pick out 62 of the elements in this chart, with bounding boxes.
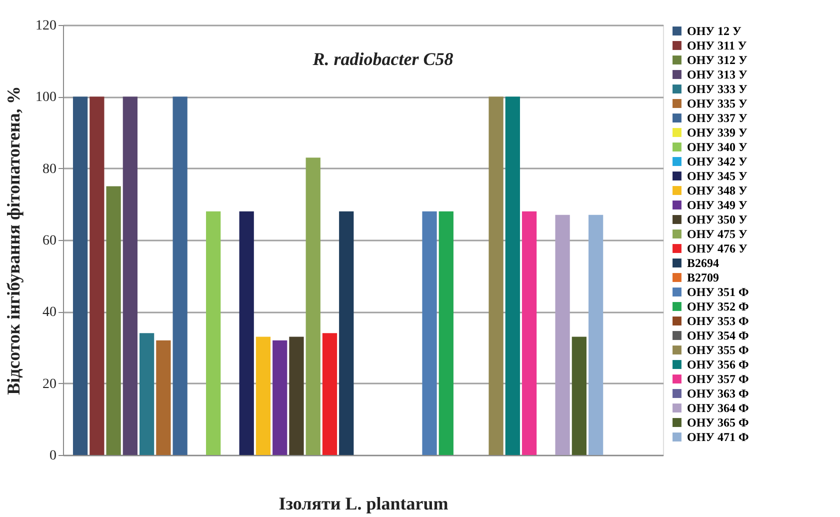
bar	[106, 186, 121, 455]
bar	[588, 214, 604, 455]
bar	[139, 333, 154, 455]
legend-label: ОНУ 351 Ф	[687, 285, 749, 299]
bar	[438, 211, 454, 455]
legend-label: ОНУ 12 У	[687, 24, 742, 38]
legend-label: ОНУ 364 Ф	[687, 401, 749, 415]
legend-label: ОНУ 345 У	[687, 169, 748, 183]
legend-label: ОНУ 311 У	[687, 38, 747, 52]
legend-label: ОНУ 312 У	[687, 53, 748, 67]
legend-label: ОНУ 363 Ф	[687, 386, 749, 400]
legend-label: ОНУ 354 Ф	[687, 328, 749, 342]
legend-label: ОНУ 349 У	[687, 198, 748, 212]
y-tick-label: 0	[50, 448, 56, 464]
bar	[256, 336, 271, 455]
legend-label: ОНУ 350 У	[687, 212, 748, 226]
x-axis-title: Ізоляти L. plantarum	[278, 494, 448, 514]
bar	[172, 96, 188, 455]
bar	[272, 340, 288, 455]
legend-label: ОНУ 475 У	[687, 227, 748, 241]
bar	[555, 214, 570, 455]
bar	[322, 333, 338, 455]
bar	[239, 211, 254, 455]
legend-label: ОНУ 348 У	[687, 184, 748, 198]
bar	[122, 96, 138, 455]
bar	[90, 96, 104, 455]
legend-label: ОНУ 337 У	[687, 111, 748, 125]
y-axis-title: Відсоток інгібування фітопатогена, %	[4, 86, 24, 395]
legend-label: ОНУ 342 У	[687, 154, 748, 168]
y-tick-label: 40	[42, 305, 56, 320]
legend-label: B2709	[687, 270, 720, 284]
bar	[339, 211, 354, 455]
legend-label: ОНУ 352 Ф	[687, 300, 749, 314]
bar	[522, 211, 537, 455]
legend-label: ОНУ 365 Ф	[687, 416, 749, 430]
bar	[72, 96, 88, 455]
legend-label: ОНУ 339 У	[687, 126, 748, 140]
legend-label: ОНУ 355 Ф	[687, 343, 749, 357]
bar	[505, 96, 520, 455]
legend-label: ОНУ 353 Ф	[687, 314, 749, 328]
bar	[156, 340, 171, 455]
bar	[422, 211, 437, 455]
bar	[306, 158, 320, 455]
y-tick-label: 80	[42, 162, 56, 177]
y-tick-label: 60	[42, 234, 56, 248]
legend-label: ОНУ 340 У	[687, 140, 748, 154]
legend-label: ОНУ 356 Ф	[687, 358, 749, 372]
legend-label: ОНУ 335 У	[687, 96, 748, 110]
text: R. radiobacter C58	[312, 49, 454, 69]
y-tick-label: 120	[36, 18, 56, 34]
bar	[289, 336, 304, 455]
legend-label: B2694	[687, 256, 720, 270]
bar	[572, 336, 587, 455]
bar	[206, 211, 221, 455]
legend-label: ОНУ 313 У	[687, 68, 748, 82]
legend-label: ОНУ 333 У	[687, 82, 748, 96]
y-tick-label: 20	[42, 376, 56, 392]
legend-label: ОНУ 471 Ф	[687, 430, 749, 444]
bar	[488, 96, 504, 455]
y-tick-label: 100	[36, 90, 56, 106]
legend-label: ОНУ 476 У	[687, 242, 748, 256]
legend-label: ОНУ 357 Ф	[687, 372, 749, 386]
